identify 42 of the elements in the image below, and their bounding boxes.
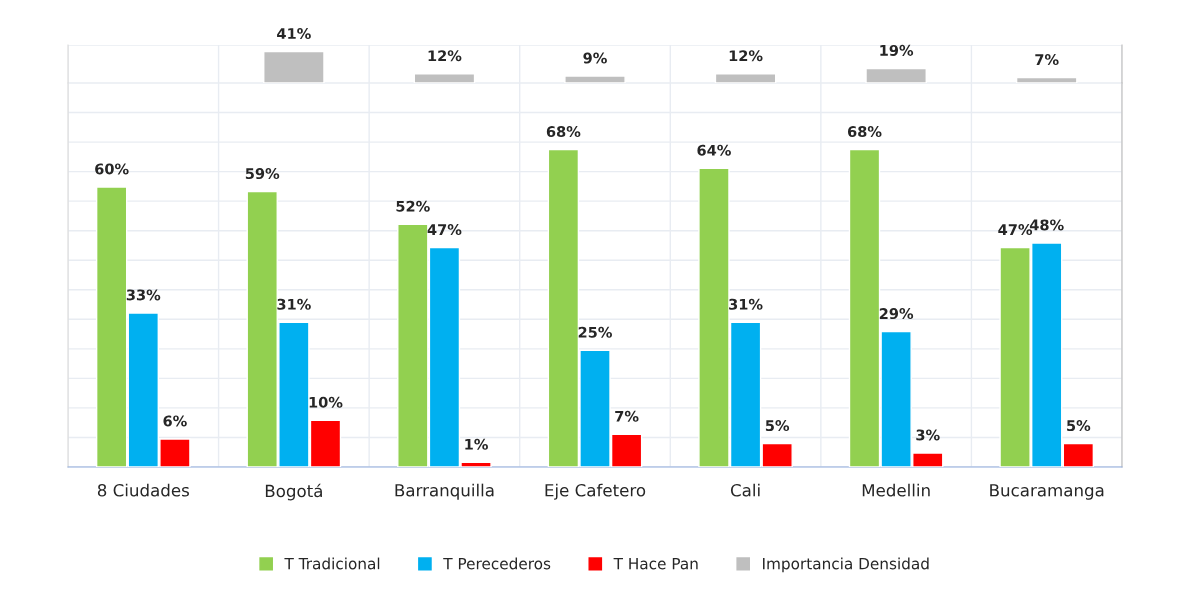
legend-label: T Hace Pan bbox=[613, 558, 698, 570]
bar bbox=[1015, 76, 1078, 83]
x-tick-label: Bogotá bbox=[265, 483, 322, 501]
bar bbox=[714, 73, 777, 83]
legend-label: T Perecederos bbox=[443, 557, 551, 570]
data-label: 33% bbox=[126, 289, 161, 301]
x-tick-label: Bucaramanga bbox=[990, 484, 1104, 500]
bar bbox=[263, 50, 325, 83]
data-label: 9% bbox=[583, 52, 607, 64]
data-label: 6% bbox=[163, 415, 187, 427]
legend-label: T Tradicional bbox=[284, 557, 380, 570]
data-label: 7% bbox=[1035, 54, 1059, 66]
data-label: 68% bbox=[546, 126, 581, 138]
data-label: 12% bbox=[729, 50, 763, 62]
data-label: 25% bbox=[578, 326, 612, 338]
x-tick-label: Cali bbox=[730, 483, 760, 497]
data-label: 7% bbox=[615, 410, 639, 422]
bar bbox=[413, 73, 476, 83]
data-label: 1% bbox=[465, 438, 488, 450]
data-label: 41% bbox=[277, 28, 311, 40]
data-label: 29% bbox=[879, 308, 914, 320]
data-label: 5% bbox=[765, 420, 790, 432]
legend-label: Importancia Densidad bbox=[763, 557, 929, 573]
data-label: 10% bbox=[309, 396, 343, 408]
data-label: 68% bbox=[847, 126, 882, 138]
data-label: 60% bbox=[95, 163, 129, 175]
data-label: 5% bbox=[1067, 420, 1091, 432]
x-tick-label: Medellin bbox=[862, 483, 930, 497]
data-label: 3% bbox=[916, 429, 940, 441]
bar bbox=[865, 67, 927, 83]
data-label: 47% bbox=[427, 224, 462, 236]
x-tick-label: 8 Ciudades bbox=[97, 483, 189, 497]
data-label: 31% bbox=[277, 298, 311, 310]
x-tick-label: Barranquilla bbox=[395, 483, 494, 500]
data-label: 12% bbox=[428, 50, 462, 62]
data-label: 19% bbox=[880, 44, 914, 56]
data-label: 31% bbox=[729, 298, 763, 310]
x-tick-label: Eje Cafetero bbox=[545, 483, 646, 500]
data-label: 59% bbox=[245, 168, 280, 180]
data-label: 64% bbox=[697, 144, 731, 156]
data-label: 52% bbox=[396, 200, 430, 212]
bar bbox=[564, 75, 626, 83]
